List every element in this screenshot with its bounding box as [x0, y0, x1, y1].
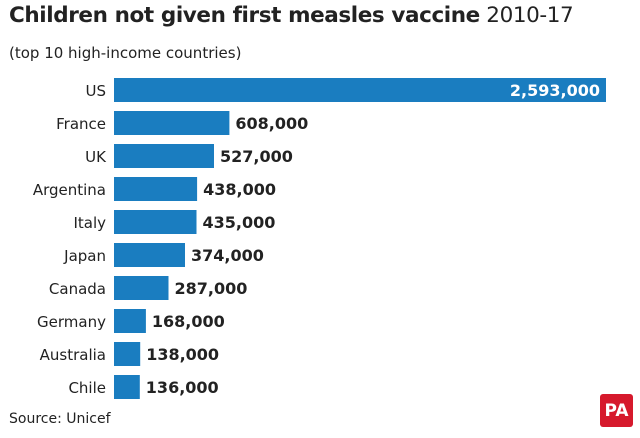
bar-uk [114, 144, 214, 168]
category-label: Australia [40, 346, 106, 364]
value-label: 435,000 [203, 213, 276, 232]
value-label: 2,593,000 [510, 81, 600, 100]
value-label: 138,000 [146, 345, 219, 364]
category-label: Germany [37, 313, 106, 331]
bar-japan [114, 243, 185, 267]
bar-us [114, 78, 606, 102]
value-label: 374,000 [191, 246, 264, 265]
category-label: France [56, 115, 106, 133]
value-label: 608,000 [235, 114, 308, 133]
category-label: US [85, 82, 106, 100]
value-label: 168,000 [152, 312, 225, 331]
category-label: Argentina [33, 181, 106, 199]
chart-title-main: Children not given first measles vaccine [9, 3, 480, 28]
value-label: 136,000 [146, 378, 219, 397]
bar-italy [114, 210, 197, 234]
chart-subtitle: (top 10 high-income countries) [9, 44, 242, 62]
value-label: 287,000 [175, 279, 248, 298]
bar-australia [114, 342, 141, 366]
value-label: 438,000 [203, 180, 276, 199]
bar-argentina [114, 177, 198, 201]
bar-germany [114, 309, 146, 333]
bar-france [114, 111, 230, 135]
category-label: Italy [73, 214, 106, 232]
pa-logo: PA [600, 394, 633, 427]
category-label: UK [85, 148, 107, 166]
category-label: Chile [68, 379, 106, 397]
value-label: 527,000 [220, 147, 293, 166]
chart-title-years: 2010-17 [486, 3, 574, 28]
source-note: Source: Unicef [9, 411, 111, 427]
category-label: Japan [63, 247, 106, 265]
category-label: Canada [49, 280, 106, 298]
bar-chile [114, 375, 140, 399]
chart-title: Children not given first measles vaccine… [9, 3, 574, 28]
bar-canada [114, 276, 169, 300]
